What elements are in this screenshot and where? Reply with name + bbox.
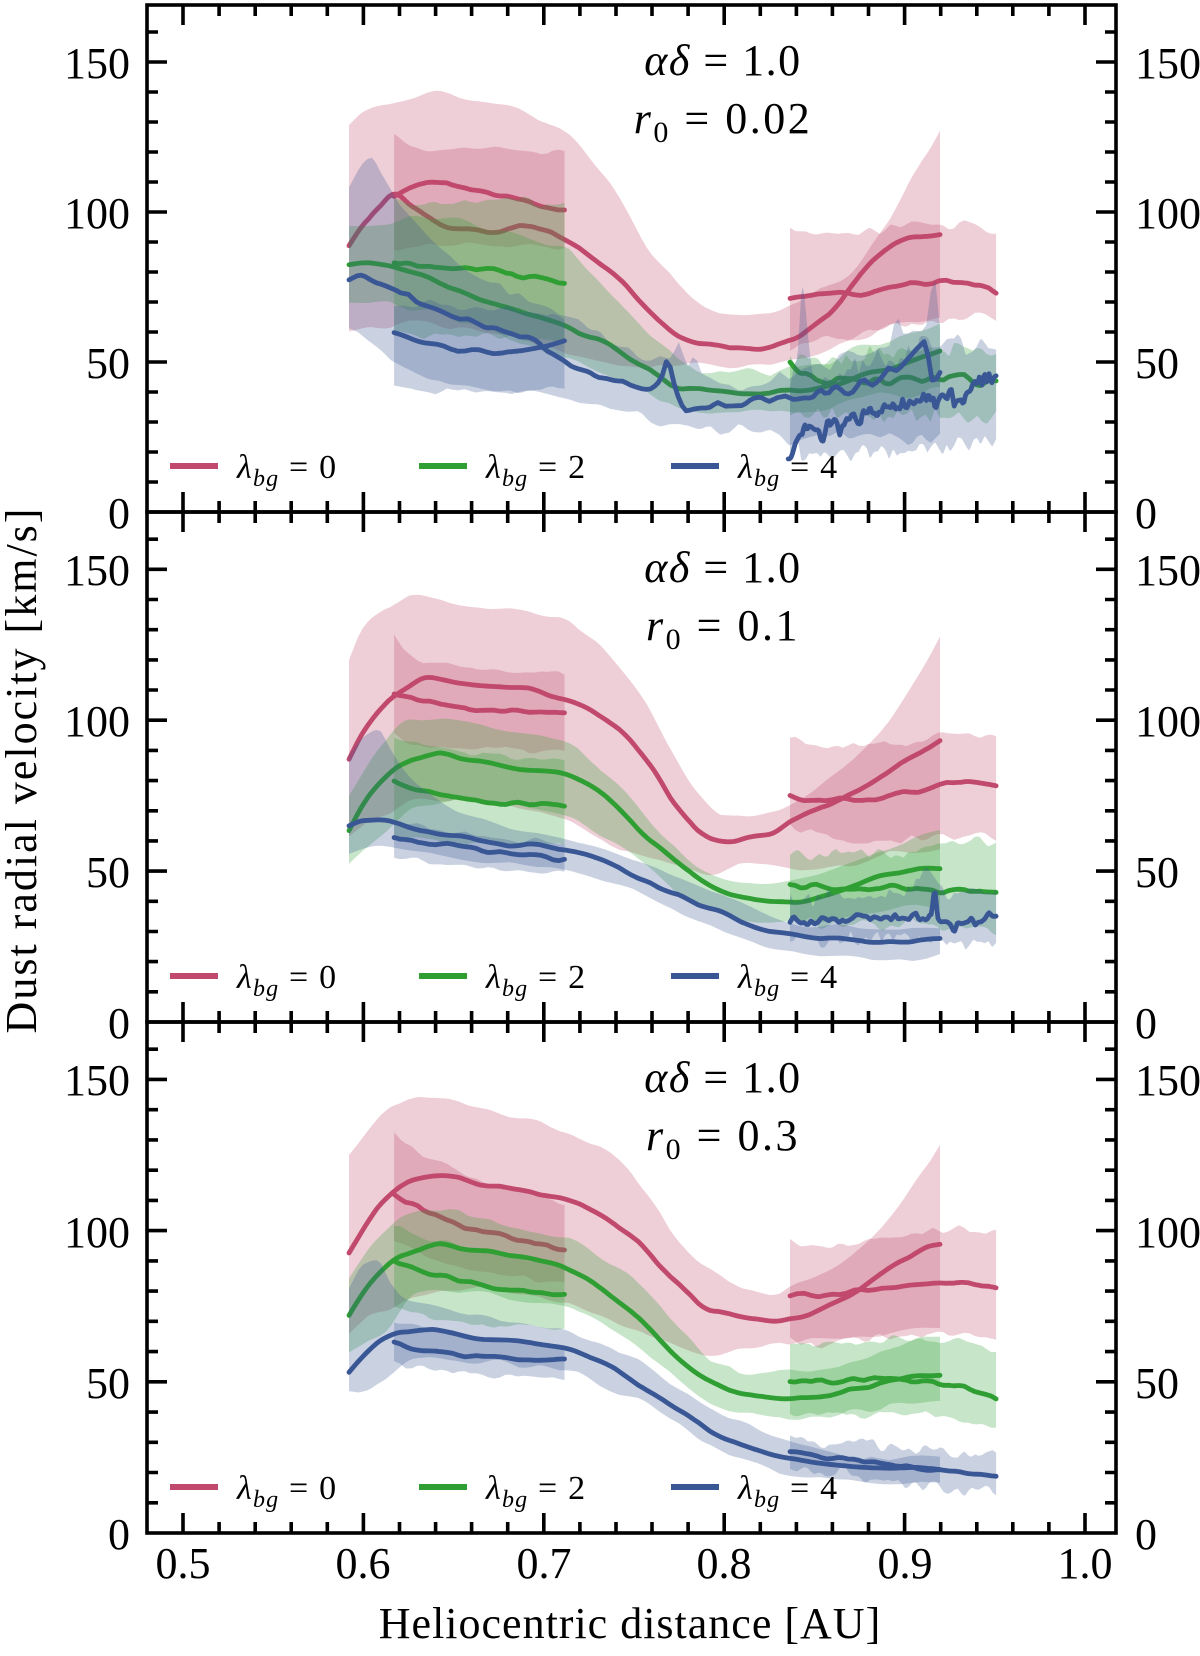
svg-text:Dust radial velocity [km/s]: Dust radial velocity [km/s] xyxy=(0,507,46,1034)
svg-text:50: 50 xyxy=(1135,848,1179,897)
svg-text:λbg = 2: λbg = 2 xyxy=(485,959,586,1002)
svg-text:150: 150 xyxy=(64,39,130,88)
svg-text:λbg = 4: λbg = 4 xyxy=(737,959,838,1002)
svg-text:αδ = 1.0: αδ = 1.0 xyxy=(644,1053,801,1102)
svg-text:150: 150 xyxy=(1135,1056,1200,1105)
svg-text:αδ = 1.0: αδ = 1.0 xyxy=(644,543,801,592)
svg-text:0.8: 0.8 xyxy=(697,1539,752,1588)
svg-text:50: 50 xyxy=(1135,339,1179,388)
svg-text:150: 150 xyxy=(1135,39,1200,88)
svg-text:0: 0 xyxy=(108,489,130,538)
svg-text:50: 50 xyxy=(1135,1359,1179,1408)
svg-text:λbg = 2: λbg = 2 xyxy=(485,449,586,492)
svg-text:0.5: 0.5 xyxy=(156,1539,211,1588)
svg-text:0.9: 0.9 xyxy=(878,1539,933,1588)
svg-text:λbg = 4: λbg = 4 xyxy=(737,1470,838,1513)
svg-text:150: 150 xyxy=(64,1056,130,1105)
svg-text:100: 100 xyxy=(1135,697,1200,746)
svg-text:0: 0 xyxy=(108,1510,130,1559)
svg-text:r0 = 0.3: r0 = 0.3 xyxy=(646,1111,800,1166)
svg-text:λbg = 0: λbg = 0 xyxy=(236,959,337,1002)
svg-text:100: 100 xyxy=(64,1208,130,1257)
svg-text:100: 100 xyxy=(64,697,130,746)
svg-text:50: 50 xyxy=(86,339,130,388)
svg-text:150: 150 xyxy=(64,546,130,595)
svg-text:50: 50 xyxy=(86,1359,130,1408)
svg-text:100: 100 xyxy=(1135,1208,1200,1257)
svg-text:1.0: 1.0 xyxy=(1058,1539,1113,1588)
svg-text:0: 0 xyxy=(108,999,130,1048)
svg-text:0: 0 xyxy=(1135,999,1157,1048)
svg-text:r0 = 0.1: r0 = 0.1 xyxy=(646,601,800,656)
svg-text:λbg = 0: λbg = 0 xyxy=(236,1470,337,1513)
svg-text:αδ = 1.0: αδ = 1.0 xyxy=(644,36,801,85)
svg-text:λbg = 2: λbg = 2 xyxy=(485,1470,586,1513)
svg-text:50: 50 xyxy=(86,848,130,897)
svg-text:0.7: 0.7 xyxy=(517,1539,572,1588)
svg-text:150: 150 xyxy=(1135,546,1200,595)
svg-text:0: 0 xyxy=(1135,489,1157,538)
svg-text:0: 0 xyxy=(1135,1510,1157,1559)
svg-text:Heliocentric distance [AU]: Heliocentric distance [AU] xyxy=(379,1599,881,1648)
svg-text:0.6: 0.6 xyxy=(336,1539,391,1588)
svg-text:r0 = 0.02: r0 = 0.02 xyxy=(634,94,812,149)
svg-text:100: 100 xyxy=(1135,189,1200,238)
svg-text:λbg = 4: λbg = 4 xyxy=(737,449,838,492)
svg-text:100: 100 xyxy=(64,189,130,238)
svg-text:λbg = 0: λbg = 0 xyxy=(236,449,337,492)
